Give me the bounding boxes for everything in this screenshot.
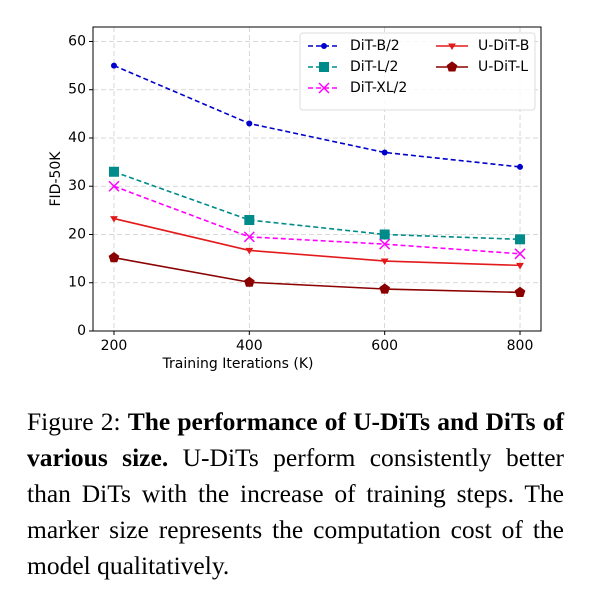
y-tick-label: 50 bbox=[68, 82, 86, 98]
point bbox=[108, 180, 120, 192]
plot-frame bbox=[92, 26, 542, 332]
legend-label: DiT-L/2 bbox=[350, 59, 398, 75]
point bbox=[245, 247, 254, 255]
legend-label: U-DiT-B bbox=[478, 38, 529, 54]
legend-box bbox=[299, 32, 536, 111]
point bbox=[514, 248, 526, 260]
point bbox=[514, 286, 526, 297]
x-tick-label: 600 bbox=[371, 338, 398, 354]
point bbox=[379, 229, 390, 240]
legend-marker bbox=[318, 82, 330, 94]
caption-title: The performance of U-DiTs and DiTs of va… bbox=[27, 407, 564, 472]
point bbox=[517, 163, 524, 170]
point bbox=[243, 231, 255, 243]
series-line bbox=[113, 256, 521, 294]
y-tick-label: 30 bbox=[68, 178, 86, 194]
point bbox=[380, 258, 389, 266]
caption: Figure 2: The performance of U-DiTs and … bbox=[27, 404, 564, 584]
legend-label: DiT-B/2 bbox=[350, 38, 400, 54]
y-tick-label: 20 bbox=[68, 226, 86, 242]
legend-marker bbox=[321, 43, 327, 49]
point bbox=[379, 283, 391, 294]
legend-label: U-DiT-L bbox=[478, 59, 528, 75]
point bbox=[381, 149, 388, 156]
legend-marker bbox=[319, 62, 329, 72]
point bbox=[244, 215, 255, 226]
point bbox=[246, 120, 253, 127]
series-line bbox=[113, 171, 521, 241]
point bbox=[110, 216, 118, 223]
y-axis-label: FID-50K bbox=[48, 151, 64, 207]
y-tick-label: 10 bbox=[68, 275, 86, 291]
y-tick-label: 40 bbox=[68, 130, 86, 146]
y-tick-label: 0 bbox=[77, 323, 86, 339]
y-tick-label: 60 bbox=[68, 33, 86, 49]
x-tick-label: 800 bbox=[507, 338, 534, 354]
point bbox=[108, 166, 119, 177]
point bbox=[243, 276, 255, 287]
x-tick-label: 200 bbox=[101, 338, 128, 354]
legend-marker bbox=[446, 61, 458, 72]
point bbox=[379, 238, 391, 250]
point bbox=[515, 234, 526, 245]
series-line bbox=[113, 217, 521, 267]
point bbox=[110, 62, 117, 69]
series-line bbox=[113, 185, 521, 255]
chart: Training Iterations (K) FID-50K 0 10 20 30 4… bbox=[48, 26, 542, 372]
x-tick-label: 400 bbox=[236, 338, 263, 354]
legend-marker bbox=[448, 43, 456, 50]
point bbox=[108, 252, 120, 263]
caption-text: U-DiTs perform consistently better than … bbox=[27, 443, 565, 580]
legend-label: DiT-XL/2 bbox=[350, 80, 407, 96]
x-axis-label: Training Iterations (K) bbox=[162, 356, 314, 372]
point bbox=[516, 262, 524, 270]
series-line bbox=[113, 64, 521, 168]
caption-label: Figure 2: bbox=[27, 407, 121, 436]
